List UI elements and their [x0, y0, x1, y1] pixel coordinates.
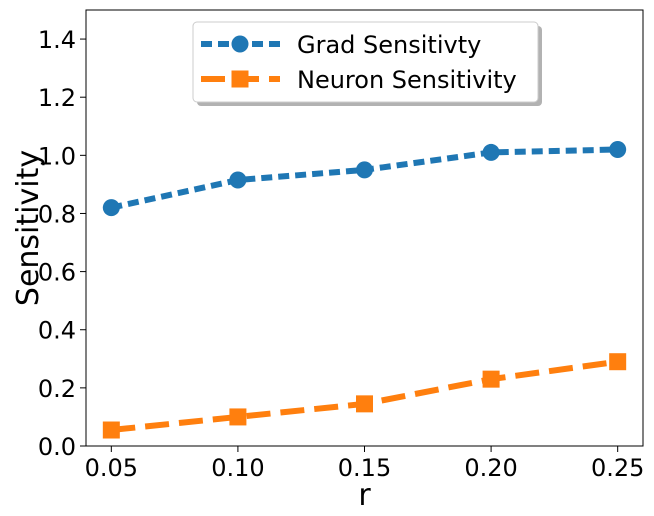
y-tick-label: 1.0: [38, 142, 76, 170]
plot-area: [102, 141, 627, 439]
legend-marker-neuron-sensitivity: [231, 70, 249, 88]
y-tick-label: 1.4: [38, 26, 76, 54]
x-tick-label: 0.15: [338, 454, 391, 482]
data-point-grad-sensitivty: [482, 143, 500, 161]
legend: Grad Sensitivty Neuron Sensitivity: [192, 21, 542, 106]
data-point-neuron-sensitivity: [102, 421, 120, 439]
data-point-neuron-sensitivity: [229, 408, 247, 426]
data-point-grad-sensitivty: [229, 171, 247, 189]
axis-ticks: 0.05 0.10 0.15 0.20 0.25 0.0 0.2 0.4 0.6 0.8 1.0 1.…: [38, 26, 645, 482]
y-tick-label: 0.6: [38, 259, 76, 287]
data-point-neuron-sensitivity: [356, 395, 373, 413]
x-tick-label: 0.20: [464, 454, 517, 482]
data-point-neuron-sensitivity: [609, 353, 627, 371]
y-tick-label: 0.4: [38, 317, 76, 345]
legend-label-neuron-sensitivity: Neuron Sensitivity: [297, 66, 517, 94]
y-tick-label: 1.2: [38, 84, 76, 112]
data-point-grad-sensitivty: [356, 161, 373, 179]
x-tick-label: 0.10: [211, 454, 264, 482]
y-tick-label: 0.0: [38, 433, 76, 461]
data-point-grad-sensitivty: [102, 199, 120, 217]
x-tick-label: 0.05: [85, 454, 138, 482]
y-tick-label: 0.8: [38, 200, 76, 228]
y-axis-label: Sensitivity: [11, 150, 46, 306]
legend-marker-grad-sensitivty: [231, 35, 249, 53]
data-point-neuron-sensitivity: [482, 370, 500, 388]
y-tick-label: 0.2: [38, 375, 76, 403]
x-tick-label: 0.25: [591, 454, 644, 482]
legend-label-grad-sensitivty: Grad Sensitivty: [297, 31, 481, 59]
series-line-grad-sensitivty: [110, 146, 618, 211]
x-axis-label: r: [358, 478, 371, 513]
data-point-grad-sensitivty: [609, 141, 627, 159]
